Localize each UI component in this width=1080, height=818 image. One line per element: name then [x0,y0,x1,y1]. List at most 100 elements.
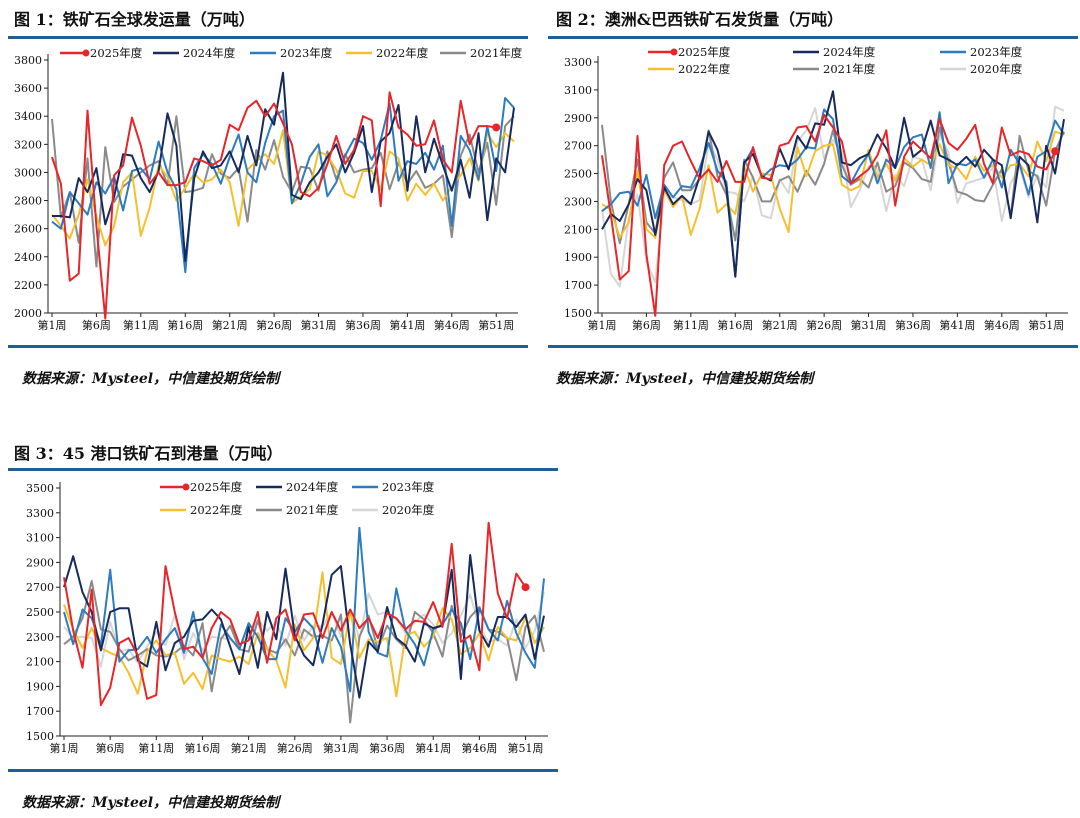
series-line-2022年度 [63,571,545,698]
legend-label: 2022年度 [376,46,429,60]
series-line-2024年度 [601,90,1065,278]
x-tick-label: 第6周 [82,318,111,332]
y-tick-label: 2300 [26,631,54,644]
figure-2-source: 数据来源：Mysteel，中信建投期货绘制 [556,371,814,387]
legend-label: 2021年度 [286,503,339,517]
series-line-2025年度 [51,91,497,320]
y-tick-label: 2400 [14,251,42,264]
legend-label: 2025年度 [90,46,143,60]
x-tick-label: 第16周 [167,318,203,332]
x-tick-label: 第11周 [138,741,174,755]
y-tick-label: 1700 [26,705,54,718]
figure-1-top-rule [8,36,528,39]
series-line-2022年度 [51,129,515,247]
legend-item-2024年度: 2024年度 [793,45,876,59]
x-tick-label: 第51周 [1028,318,1064,332]
x-tick-label: 第16周 [717,318,753,332]
y-tick-label: 2700 [26,581,54,594]
x-tick-label: 第41周 [415,741,451,755]
legend-item-2023年度: 2023年度 [352,480,435,494]
chart-1-plot: 2000 2200 2400 2600 2800 3000 3200 3400 3600 3800… [14,46,523,332]
legend-label: 2023年度 [382,480,435,494]
x-tick-label: 第26周 [806,318,842,332]
legend-label: 2025年度 [678,45,731,59]
legend-item-2021年度: 2021年度 [793,62,876,76]
legend-label: 2023年度 [280,46,333,60]
y-tick-label: 3000 [14,166,42,179]
legend-label: 2022年度 [190,503,243,517]
legend-label: 2020年度 [970,62,1023,76]
x-tick-label: 第41周 [939,318,975,332]
figure-1-chart: 2000 2200 2400 2600 2800 3000 3200 3400 3600 3800… [14,46,523,332]
x-tick-label: 第51周 [508,741,544,755]
y-tick-label: 2500 [26,606,54,619]
x-tick-label: 第36周 [345,318,381,332]
x-tick-label: 第46周 [461,741,497,755]
series-line-2024年度 [63,554,545,699]
legend-item-2024年度: 2024年度 [256,480,339,494]
legend-label: 2024年度 [183,46,236,60]
x-tick-label: 第46周 [434,318,470,332]
figure-2-top-rule [548,36,1078,39]
chart-3-plot: 1500 1700 1900 2100 2300 2500 2700 2900 3100 3300… [26,480,548,755]
legend-item-2025年度: 2025年度 [60,46,143,60]
x-tick-label: 第11周 [673,318,709,332]
x-tick-label: 第31周 [851,318,887,332]
legend-marker [82,49,90,57]
x-tick-label: 第31周 [323,741,359,755]
x-tick-label: 第16周 [184,741,220,755]
x-tick-label: 第41周 [389,318,425,332]
figure-3-title: 图 3：45 港口铁矿石到港量（万吨） [14,444,283,463]
legend-item-2022年度: 2022年度 [160,503,243,517]
legend-label: 2025年度 [190,480,243,494]
y-tick-label: 3500 [26,482,54,495]
legend-marker [670,48,678,56]
x-tick-label: 第11周 [123,318,159,332]
legend-label: 2024年度 [286,480,339,494]
figure-3-source: 数据来源：Mysteel，中信建投期货绘制 [22,795,280,811]
x-tick-label: 第6周 [632,318,661,332]
legend-label: 2021年度 [470,46,523,60]
x-tick-label: 第21周 [212,318,248,332]
legend-label: 2022年度 [678,62,731,76]
y-tick-label: 2800 [14,195,42,208]
legend-item-2020年度: 2020年度 [940,62,1023,76]
series-line-2023年度 [601,108,1065,278]
legend-marker [182,483,190,491]
y-tick-label: 2600 [14,223,42,236]
legend-label: 2024年度 [823,45,876,59]
figure-2-title: 图 2：澳洲&巴西铁矿石发货量（万吨） [556,10,844,29]
figure-3-bottom-rule [8,769,558,772]
figure-1-bottom-rule [8,345,528,348]
y-tick-label: 2900 [26,556,54,569]
x-tick-label: 第31周 [301,318,337,332]
y-tick-label: 3100 [564,84,592,97]
y-tick-label: 3300 [564,56,592,69]
x-tick-label: 第1周 [50,741,79,755]
x-tick-label: 第6周 [96,741,125,755]
figure-1-title: 图 1：铁矿石全球发运量（万吨） [14,10,255,29]
x-tick-label: 第46周 [984,318,1020,332]
series-line-2021年度 [601,124,1065,245]
figure-3-chart: 1500 1700 1900 2100 2300 2500 2700 2900 3100 3300… [26,480,548,755]
legend-item-2024年度: 2024年度 [153,46,236,60]
y-tick-label: 1500 [26,730,54,743]
legend-item-2021年度: 2021年度 [256,503,339,517]
legend-item-2022年度: 2022年度 [648,62,731,76]
series-last-point-2025年度 [1051,147,1060,156]
y-tick-label: 1900 [26,680,54,693]
y-tick-label: 2200 [14,279,42,292]
series-line-2025年度 [63,521,527,706]
legend-item-2022年度: 2022年度 [346,46,429,60]
figure-2-bottom-rule [548,345,1078,348]
series-line-2023年度 [51,97,515,274]
y-tick-label: 1700 [564,279,592,292]
legend-item-2023年度: 2023年度 [250,46,333,60]
legend-item-2025年度: 2025年度 [648,45,731,59]
x-tick-label: 第36周 [369,741,405,755]
y-tick-label: 2100 [564,223,592,236]
y-tick-label: 3100 [26,532,54,545]
y-tick-label: 1900 [564,251,592,264]
x-tick-label: 第1周 [38,318,67,332]
series-last-point-2025年度 [492,123,501,132]
